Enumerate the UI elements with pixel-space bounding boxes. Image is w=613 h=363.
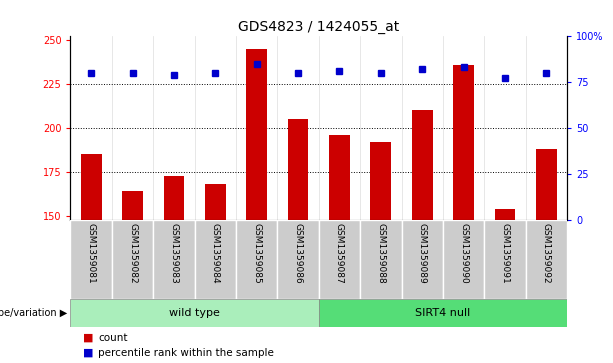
- Bar: [287, 119, 308, 220]
- Text: GSM1359089: GSM1359089: [417, 223, 427, 284]
- Bar: [153, 220, 195, 299]
- Bar: [412, 110, 433, 220]
- Text: GSM1359083: GSM1359083: [169, 223, 178, 284]
- Bar: [277, 220, 319, 299]
- Bar: [453, 65, 474, 220]
- Bar: [329, 135, 350, 220]
- Bar: [360, 220, 402, 299]
- Bar: [443, 220, 484, 299]
- Text: GSM1359085: GSM1359085: [252, 223, 261, 284]
- Text: wild type: wild type: [169, 308, 220, 318]
- Bar: [484, 220, 526, 299]
- Bar: [495, 209, 516, 220]
- Text: GSM1359088: GSM1359088: [376, 223, 386, 284]
- Bar: [319, 299, 567, 327]
- Bar: [195, 220, 236, 299]
- Bar: [319, 220, 360, 299]
- Text: GSM1359086: GSM1359086: [294, 223, 303, 284]
- Bar: [205, 184, 226, 220]
- Text: ■: ■: [83, 348, 93, 358]
- Bar: [70, 220, 112, 299]
- Text: GSM1359092: GSM1359092: [542, 223, 551, 284]
- Bar: [122, 191, 143, 220]
- Bar: [70, 299, 319, 327]
- Bar: [112, 220, 153, 299]
- Text: percentile rank within the sample: percentile rank within the sample: [98, 348, 274, 358]
- Text: GSM1359090: GSM1359090: [459, 223, 468, 284]
- Bar: [246, 49, 267, 220]
- Bar: [81, 154, 102, 220]
- Text: ■: ■: [83, 333, 93, 343]
- Text: GSM1359084: GSM1359084: [211, 223, 220, 284]
- Bar: [370, 142, 391, 220]
- Title: GDS4823 / 1424055_at: GDS4823 / 1424055_at: [238, 20, 400, 34]
- Text: GSM1359091: GSM1359091: [500, 223, 509, 284]
- Bar: [236, 220, 277, 299]
- Text: SIRT4 null: SIRT4 null: [415, 308, 471, 318]
- Text: GSM1359081: GSM1359081: [86, 223, 96, 284]
- Bar: [536, 149, 557, 220]
- Text: GSM1359087: GSM1359087: [335, 223, 344, 284]
- Text: genotype/variation ▶: genotype/variation ▶: [0, 308, 67, 318]
- Bar: [526, 220, 567, 299]
- Text: GSM1359082: GSM1359082: [128, 223, 137, 284]
- Text: count: count: [98, 333, 128, 343]
- Bar: [402, 220, 443, 299]
- Bar: [164, 176, 185, 220]
